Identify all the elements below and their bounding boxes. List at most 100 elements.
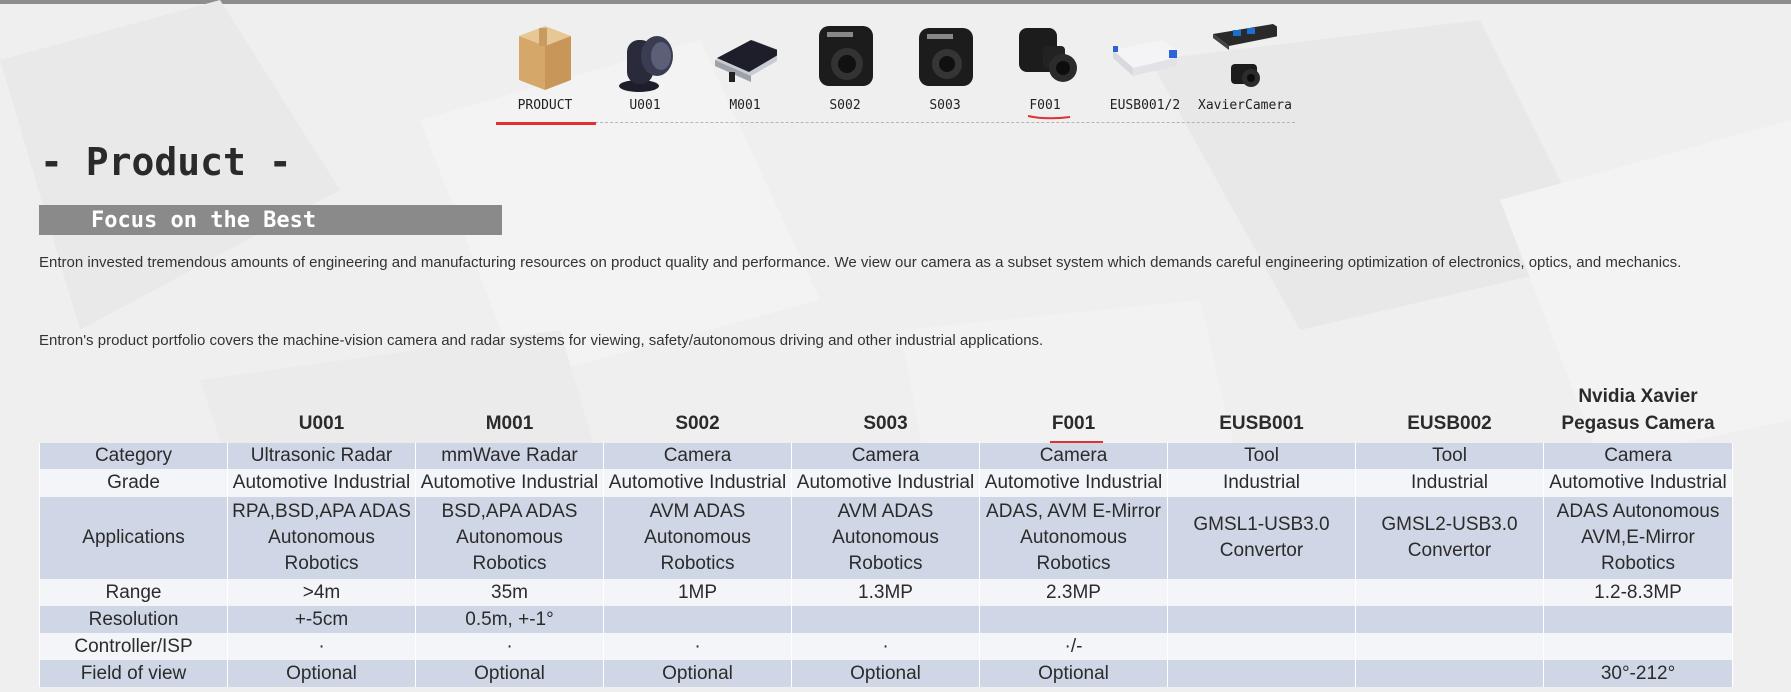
table-cell: Optional bbox=[791, 660, 980, 687]
table-cell: · bbox=[415, 633, 604, 660]
radar-module-icon bbox=[715, 40, 777, 82]
table-cell: 35m bbox=[415, 579, 604, 606]
table-cell: AVM ADAS Autonomous Robotics bbox=[603, 497, 792, 579]
nav-item-label: EUSB001/2 bbox=[1109, 98, 1181, 113]
table-cell: RPA,BSD,APA ADAS Autonomous Robotics bbox=[227, 497, 416, 579]
table-cell: · bbox=[791, 633, 980, 660]
table-cell: Controller/ISP bbox=[39, 633, 228, 660]
table-cell: Automotive Industrial bbox=[791, 469, 980, 497]
nav-item-f001[interactable]: F001 bbox=[995, 14, 1095, 126]
header-u001: U001 bbox=[298, 413, 345, 434]
table-row-category: Category Ultrasonic Radar mmWave Radar C… bbox=[39, 443, 1733, 469]
table-cell: Automotive Industrial bbox=[1543, 469, 1733, 497]
table-cell bbox=[1355, 579, 1544, 606]
top-border bbox=[0, 0, 1791, 4]
table-cell bbox=[1543, 606, 1733, 633]
nav-active-indicator bbox=[496, 122, 596, 125]
table-cell bbox=[1355, 633, 1544, 660]
table-cell: 2.3MP bbox=[979, 579, 1168, 606]
table-cell: Automotive Industrial bbox=[415, 469, 604, 497]
table-cell bbox=[1355, 660, 1544, 687]
page-title: - Product - bbox=[40, 140, 292, 184]
table-row-applications: Applications RPA,BSD,APA ADAS Autonomous… bbox=[39, 497, 1733, 579]
table-cell: GMSL2-USB3.0 Convertor bbox=[1355, 497, 1544, 579]
header-s002: S002 bbox=[675, 413, 720, 434]
nav-item-label: U001 bbox=[629, 98, 661, 113]
table-cell bbox=[1167, 660, 1356, 687]
table-cell: Camera bbox=[791, 443, 980, 469]
nav-item-xaviercamera[interactable]: XavierCamera bbox=[1195, 14, 1295, 126]
table-cell: 30°-212° bbox=[1543, 660, 1733, 687]
table-cell: Range bbox=[39, 579, 228, 606]
nav-item-label: F001 bbox=[1029, 98, 1061, 113]
table-cell: 0.5m, +-1° bbox=[415, 606, 604, 633]
header-f001-label: F001 bbox=[1051, 413, 1096, 434]
table-cell bbox=[603, 606, 792, 633]
camera-icon bbox=[1019, 28, 1077, 82]
header-eusb001: EUSB001 bbox=[1219, 413, 1304, 434]
table-cell: Field of view bbox=[39, 660, 228, 687]
table-row-grade: Grade Automotive Industrial Automotive I… bbox=[39, 469, 1733, 497]
table-cell: +-5cm bbox=[227, 606, 416, 633]
table-cell bbox=[1167, 633, 1356, 660]
table-cell: Automotive Industrial bbox=[227, 469, 416, 497]
table-cell: · bbox=[227, 633, 416, 660]
table-cell: Industrial bbox=[1167, 469, 1356, 497]
table-cell: BSD,APA ADAS Autonomous Robotics bbox=[415, 497, 604, 579]
table-cell: AVM ADAS Autonomous Robotics bbox=[791, 497, 980, 579]
nav-item-label: M001 bbox=[729, 98, 761, 113]
table-cell: ADAS Autonomous AVM,E-Mirror Robotics bbox=[1543, 497, 1733, 579]
table-row-range: Range >4m 35m 1MP 1.3MP 2.3MP 1.2-8.3MP bbox=[39, 579, 1733, 606]
table-cell: Grade bbox=[39, 469, 228, 497]
nav-divider bbox=[560, 122, 1295, 123]
table-row-field-of-view: Field of view Optional Optional Optional… bbox=[39, 660, 1733, 687]
table-header-row: U001 M001 S002 S003 F001 EUSB001 EUSB002… bbox=[40, 382, 1733, 443]
nav-item-product[interactable]: PRODUCT bbox=[495, 14, 595, 126]
nav-item-s002[interactable]: S002 bbox=[795, 14, 895, 126]
table-cell: · bbox=[603, 633, 792, 660]
table-cell: Tool bbox=[1355, 443, 1544, 469]
table-cell: Automotive Industrial bbox=[979, 469, 1168, 497]
table-cell: ·/- bbox=[979, 633, 1168, 660]
table-cell: GMSL1-USB3.0 Convertor bbox=[1167, 497, 1356, 579]
header-corner bbox=[40, 382, 228, 443]
nav-item-s003[interactable]: S003 bbox=[895, 14, 995, 126]
nav-item-u001[interactable]: U001 bbox=[595, 14, 695, 126]
header-m001: M001 bbox=[485, 413, 534, 434]
nav-item-label: S002 bbox=[829, 98, 861, 113]
section-banner: Focus on the Best bbox=[39, 205, 502, 235]
nav-item-eusb[interactable]: EUSB001/2 bbox=[1095, 14, 1195, 126]
header-eusb002: EUSB002 bbox=[1407, 413, 1492, 434]
f001-hover-underline bbox=[1027, 115, 1071, 120]
table-cell: mmWave Radar bbox=[415, 443, 604, 469]
ultrasonic-sensor-icon bbox=[619, 36, 673, 92]
usb-converter-icon bbox=[1113, 40, 1177, 76]
table-cell: Optional bbox=[415, 660, 604, 687]
nav-item-label: PRODUCT bbox=[517, 98, 573, 113]
table-cell: 1.2-8.3MP bbox=[1543, 579, 1733, 606]
table-cell: Resolution bbox=[39, 606, 228, 633]
table-cell bbox=[1167, 606, 1356, 633]
table-cell: Industrial bbox=[1355, 469, 1544, 497]
table-cell: ADAS, AVM E-Mirror Autonomous Robotics bbox=[979, 497, 1168, 579]
portfolio-paragraph: Entron's product portfolio covers the ma… bbox=[39, 332, 1044, 349]
table-cell bbox=[1355, 606, 1544, 633]
nav-item-label: XavierCamera bbox=[1198, 98, 1292, 113]
product-nav: PRODUCT U001 M001 S002 bbox=[495, 14, 1300, 126]
nav-item-m001[interactable]: M001 bbox=[695, 14, 795, 126]
table-cell: Optional bbox=[227, 660, 416, 687]
table-cell: Tool bbox=[1167, 443, 1356, 469]
table-cell: Camera bbox=[1543, 443, 1733, 469]
header-xavier: Nvidia Xavier Pegasus Camera bbox=[1561, 386, 1715, 434]
table-row-resolution: Resolution +-5cm 0.5m, +-1° bbox=[39, 606, 1733, 633]
table-cell: Ultrasonic Radar bbox=[227, 443, 416, 469]
table-cell: >4m bbox=[227, 579, 416, 606]
table-cell bbox=[1167, 579, 1356, 606]
table-cell: Automotive Industrial bbox=[603, 469, 792, 497]
camera-icon bbox=[819, 26, 873, 86]
table-cell: Category bbox=[39, 443, 228, 469]
nav-item-label: S003 bbox=[929, 98, 961, 113]
table-cell: Optional bbox=[603, 660, 792, 687]
table-cell: Optional bbox=[979, 660, 1168, 687]
table-cell bbox=[1543, 633, 1733, 660]
